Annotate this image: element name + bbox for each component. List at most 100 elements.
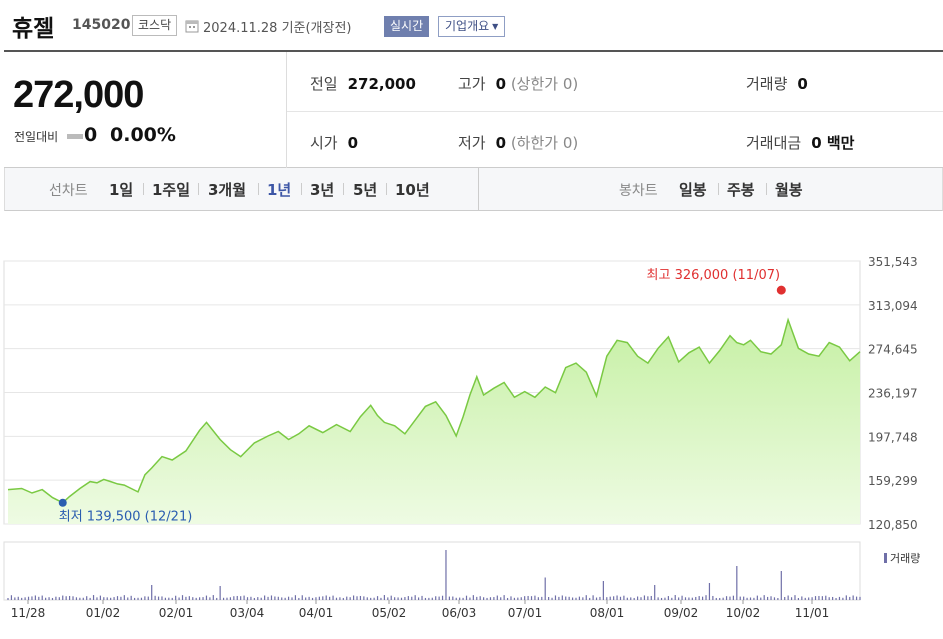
volume-bar [818, 595, 820, 600]
period-bar-divider [478, 168, 479, 210]
volume-bar [462, 597, 464, 600]
volume-bar [92, 595, 95, 600]
period-5y[interactable]: 5년 [353, 181, 378, 199]
volume-bar [767, 596, 769, 600]
volume-bar [746, 597, 748, 600]
high-cell: 고가 0 (상한가 0) [458, 73, 578, 94]
volume-bar [527, 595, 529, 600]
volume-bar [222, 597, 225, 600]
y-tick-label: 274,645 [868, 343, 918, 357]
volume-bar [493, 597, 495, 600]
volume-bar [89, 597, 91, 600]
change-value: 0 [84, 124, 98, 146]
volume-bar [859, 596, 861, 600]
volume-bar [346, 596, 348, 600]
high-marker [776, 285, 786, 295]
volume-bar [568, 596, 570, 600]
volume-bar [548, 596, 550, 600]
volume-bar [72, 596, 74, 600]
realtime-button[interactable]: 실시간 [384, 16, 430, 37]
volume-bar [264, 595, 266, 600]
volume-bar [756, 595, 758, 600]
volume-bar [431, 597, 433, 600]
volume-bar [404, 597, 406, 600]
candle-weekly[interactable]: 주봉 [727, 181, 755, 199]
period-1d[interactable]: 1일 [109, 181, 134, 199]
volume-bar [418, 597, 420, 600]
volume-bar [339, 597, 341, 600]
volume-bar [45, 597, 47, 600]
volume-bar [698, 596, 700, 600]
price-panel: 272,000 전일대비 0 0.00% 전일 272,000 고가 0 (상한가 … [4, 50, 943, 168]
volume-bar [667, 596, 669, 600]
volume-bar [359, 595, 362, 600]
amount-value: 0 백만 [811, 134, 855, 152]
volume-bars [3, 541, 861, 601]
volume-cell: 거래량 0 [746, 73, 808, 94]
volume-bar [308, 596, 310, 600]
volume-bar [613, 596, 615, 600]
x-tick-label: 08/01 [590, 606, 625, 620]
volume-bar [811, 597, 813, 600]
volume-bar [599, 596, 601, 600]
volume-bar [229, 597, 232, 600]
x-tick-label: 09/02 [664, 606, 699, 620]
volume-bar [565, 596, 567, 600]
volume-bar [219, 586, 221, 600]
candle-monthly[interactable]: 월봉 [775, 181, 803, 199]
market-badge: 코스닥 [132, 15, 178, 36]
volume-bar [537, 597, 539, 600]
volume-bar [780, 571, 782, 600]
volume-bar [154, 595, 156, 600]
volume-bar [589, 597, 591, 600]
volume-bar [24, 597, 26, 600]
volume-bar [192, 597, 194, 600]
period-3y[interactable]: 3년 [310, 181, 335, 199]
volume-bar [609, 596, 611, 600]
period-separator [718, 183, 719, 195]
volume-bar [753, 597, 755, 600]
candle-daily[interactable]: 일봉 [679, 181, 707, 199]
volume-bar [370, 597, 372, 600]
volume-bar [62, 595, 64, 600]
volume-bar [582, 597, 584, 600]
volume-bar [575, 597, 577, 600]
volume-bar [48, 597, 50, 600]
x-tick-label: 01/02 [86, 606, 121, 620]
period-10y[interactable]: 10년 [395, 181, 430, 199]
volume-bar [157, 596, 160, 600]
period-1y[interactable]: 1년 [267, 181, 292, 199]
volume-bar [116, 596, 119, 600]
price-summary: 272,000 전일대비 0 0.00% [4, 52, 287, 168]
volume-bar [483, 597, 485, 600]
price-chart[interactable]: 351,543 313,094 274,645 236,197 197,748 159,2… [0, 240, 943, 639]
volume-bar [233, 596, 235, 600]
change-label: 전일대비 [14, 130, 59, 144]
volume-bar [205, 595, 208, 600]
period-1w[interactable]: 1주일 [152, 181, 191, 199]
volume-bar [329, 596, 331, 600]
volume-bar [27, 596, 30, 600]
y-tick-label: 351,543 [868, 255, 918, 269]
volume-bar [103, 597, 105, 600]
volume-bar [178, 597, 180, 600]
volume-bar [318, 596, 320, 600]
volume-bar [267, 596, 269, 600]
low-value: 0 [495, 134, 507, 152]
prev-close-label: 전일 [310, 75, 338, 93]
low-marker [58, 498, 67, 507]
period-3m[interactable]: 3개월 [208, 181, 247, 199]
volume-bar [743, 596, 745, 600]
volume-bar [435, 596, 437, 600]
low-label: 저가 [458, 134, 486, 152]
volume-bar [113, 597, 115, 600]
volume-bar [86, 596, 88, 600]
volume-bar [643, 595, 646, 600]
volume-bar [14, 597, 16, 600]
volume-bar [140, 597, 143, 600]
volume-bar [260, 597, 262, 600]
company-overview-button[interactable]: 기업개요 ▼ [438, 16, 506, 37]
volume-bar [578, 596, 581, 600]
volume-bar [144, 596, 146, 600]
volume-bar [424, 597, 427, 600]
